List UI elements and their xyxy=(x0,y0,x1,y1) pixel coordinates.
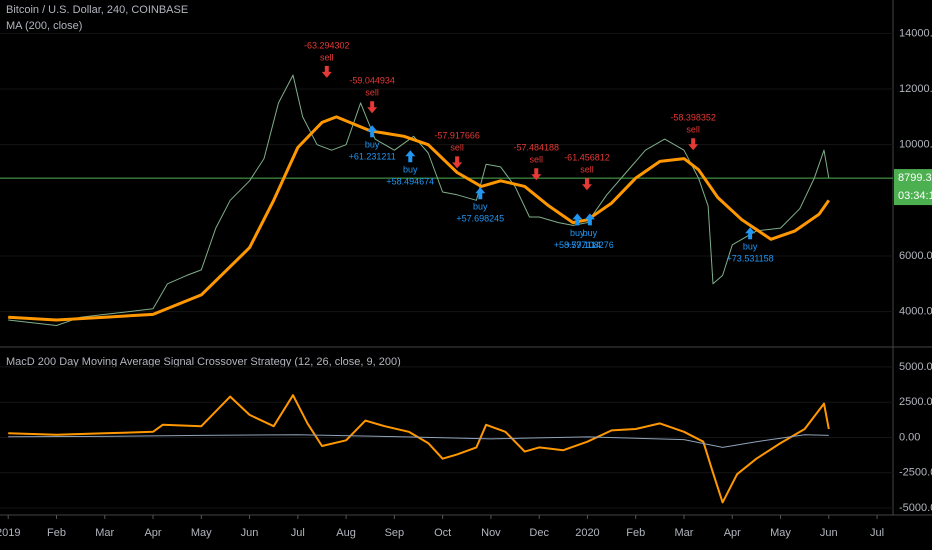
signal-value: -57.917666 xyxy=(434,131,480,141)
y-tick-label: 12000.00 xyxy=(899,83,932,95)
signal-kind: sell xyxy=(686,125,700,135)
indicator-title: MA (200, close) xyxy=(6,20,82,32)
series-line xyxy=(8,394,830,504)
signal-arrow xyxy=(584,213,595,226)
signal-arrow xyxy=(452,156,463,169)
y-tick-label: 10000.00 xyxy=(899,139,932,151)
signal-value: -61.456812 xyxy=(564,153,610,163)
signal-kind: buy xyxy=(403,165,418,175)
signal-arrow xyxy=(367,125,378,138)
x-tick-label: Oct xyxy=(434,527,451,539)
x-tick-label: 2019 xyxy=(0,527,20,539)
signal-kind: buy xyxy=(583,228,598,238)
signal-arrow xyxy=(367,101,378,114)
x-tick-label: 2020 xyxy=(575,527,599,539)
signal-kind: buy xyxy=(473,202,488,212)
signal-value: +58.494674 xyxy=(386,177,434,187)
signal-kind: sell xyxy=(450,143,464,153)
x-tick-label: Aug xyxy=(336,527,356,539)
signal-arrow xyxy=(581,178,592,191)
signal-value: +61.231211 xyxy=(349,152,396,162)
series-line xyxy=(8,115,831,322)
signal-kind: sell xyxy=(320,52,334,62)
x-tick-label: Sep xyxy=(385,527,405,539)
signal-value: +57.698245 xyxy=(456,214,504,224)
x-tick-label: Feb xyxy=(47,527,66,539)
signal-kind: buy xyxy=(743,242,758,252)
symbol-title: Bitcoin / U.S. Dollar, 240, COINBASE xyxy=(6,4,188,16)
signal-kind: sell xyxy=(365,88,379,98)
signal-value: +58.777114 xyxy=(554,240,601,250)
y-tick-label: 14000.00 xyxy=(899,27,932,39)
signal-value: -57.484188 xyxy=(514,143,560,153)
signal-arrow xyxy=(531,168,542,181)
x-tick-label: Feb xyxy=(626,527,645,539)
y-tick-label: -2500.00 xyxy=(899,467,932,479)
y-tick-label: 4000.00 xyxy=(899,306,932,318)
signal-value: -59.044934 xyxy=(349,76,395,86)
y-tick-label: -5000.00 xyxy=(899,502,932,514)
signal-arrow xyxy=(572,213,583,226)
x-tick-label: Jul xyxy=(291,527,305,539)
series-line xyxy=(8,74,830,326)
last-price-label: 8799.32 xyxy=(898,172,932,184)
signal-value: +59.108276 xyxy=(566,240,614,250)
signal-value: -58.398352 xyxy=(670,113,716,123)
y-tick-label: 0.00 xyxy=(899,431,920,443)
signal-kind: sell xyxy=(580,165,594,175)
signal-arrow xyxy=(688,138,699,151)
x-tick-label: Apr xyxy=(724,527,741,539)
signal-kind: buy xyxy=(570,228,585,238)
x-tick-label: Nov xyxy=(481,527,501,539)
y-tick-label: 2500.00 xyxy=(899,396,932,408)
last-price-box xyxy=(894,169,932,206)
x-tick-label: Dec xyxy=(529,527,549,539)
signal-arrow xyxy=(405,150,416,163)
x-tick-label: Jun xyxy=(820,527,838,539)
series-line xyxy=(8,434,829,448)
oscillator-title: MacD 200 Day Moving Average Signal Cross… xyxy=(6,356,401,368)
signal-arrow xyxy=(475,187,486,200)
x-tick-label: Jun xyxy=(241,527,259,539)
x-tick-label: Mar xyxy=(675,527,694,539)
signal-value: -63.294302 xyxy=(304,40,350,50)
signal-kind: sell xyxy=(530,155,544,165)
x-tick-label: Apr xyxy=(144,527,161,539)
x-tick-label: Jul xyxy=(870,527,884,539)
x-tick-label: Mar xyxy=(95,527,114,539)
y-tick-label: 6000.00 xyxy=(899,250,932,262)
signal-value: +73.531158 xyxy=(727,254,774,264)
y-tick-label: 5000.00 xyxy=(899,361,932,373)
countdown-label: 03:34:15 xyxy=(898,190,932,202)
x-tick-label: May xyxy=(191,527,212,539)
signal-kind: buy xyxy=(365,140,380,150)
signal-arrow xyxy=(321,65,332,78)
signal-arrow xyxy=(745,227,756,240)
x-tick-label: May xyxy=(770,527,791,539)
